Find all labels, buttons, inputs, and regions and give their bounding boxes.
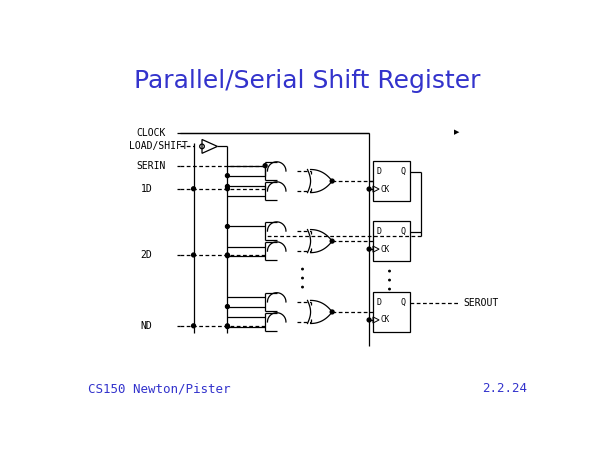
Text: SEROUT: SEROUT <box>464 298 499 308</box>
Text: SERIN: SERIN <box>137 161 166 171</box>
Circle shape <box>226 305 229 309</box>
Text: Q: Q <box>401 167 406 176</box>
Text: ▶: ▶ <box>454 130 459 135</box>
Text: Parallel/Serial Shift Register: Parallel/Serial Shift Register <box>134 69 481 93</box>
Text: CK: CK <box>380 184 390 194</box>
Circle shape <box>330 179 334 183</box>
Text: Q: Q <box>401 227 406 236</box>
Text: D: D <box>376 167 381 176</box>
Text: ND: ND <box>140 321 152 331</box>
Text: • • •: • • • <box>299 266 308 289</box>
Text: Q: Q <box>401 298 406 307</box>
Circle shape <box>191 187 196 191</box>
Text: CS150 Newton/Pister: CS150 Newton/Pister <box>88 382 230 396</box>
Circle shape <box>226 187 229 191</box>
Text: D: D <box>376 227 381 236</box>
Circle shape <box>226 254 229 258</box>
Circle shape <box>367 318 371 322</box>
Text: 2.2.24: 2.2.24 <box>482 382 527 396</box>
Circle shape <box>330 310 334 314</box>
Circle shape <box>226 324 229 328</box>
Circle shape <box>226 253 229 257</box>
Circle shape <box>226 184 229 189</box>
Circle shape <box>263 164 267 167</box>
Bar <box>373 221 410 261</box>
Circle shape <box>226 174 229 178</box>
Circle shape <box>191 324 196 328</box>
Circle shape <box>191 253 196 257</box>
Circle shape <box>330 239 334 243</box>
Text: CLOCK: CLOCK <box>137 127 166 138</box>
Circle shape <box>226 225 229 229</box>
Text: LOAD/SHIFT: LOAD/SHIFT <box>129 141 188 151</box>
Bar <box>373 161 410 201</box>
Text: 1D: 1D <box>140 184 152 194</box>
Circle shape <box>367 247 371 251</box>
Text: • • •: • • • <box>386 267 397 291</box>
Text: CK: CK <box>380 315 390 324</box>
Text: CK: CK <box>380 245 390 254</box>
Circle shape <box>226 324 229 328</box>
Circle shape <box>367 187 371 191</box>
Text: 2D: 2D <box>140 250 152 260</box>
Text: D: D <box>376 298 381 307</box>
Bar <box>373 292 410 332</box>
